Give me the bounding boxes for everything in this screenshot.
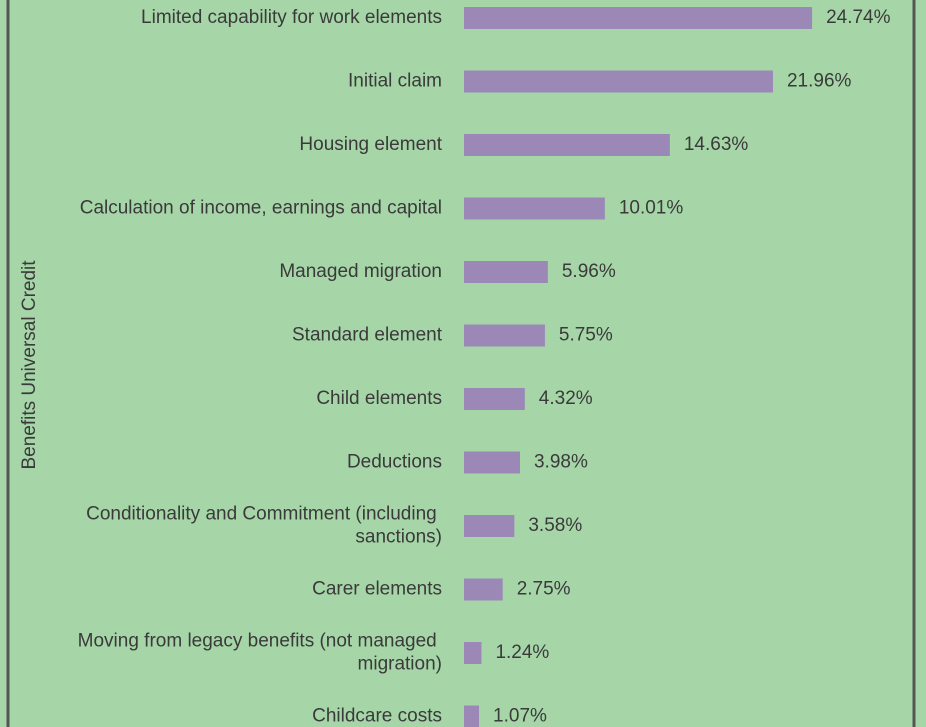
category-label: Carer elements <box>312 579 442 600</box>
bar <box>464 388 525 410</box>
bar <box>464 261 548 283</box>
value-label: 3.98% <box>534 452 588 473</box>
category-label: Deductions <box>347 452 442 473</box>
category-label: Conditionality and Commitment (including… <box>86 504 442 548</box>
value-label: 24.74% <box>826 7 891 28</box>
value-label: 5.75% <box>559 325 613 346</box>
value-label: 14.63% <box>684 134 749 155</box>
value-label: 5.96% <box>562 261 616 282</box>
category-label: Limited capability for work elements <box>141 7 442 28</box>
category-label: Childcare costs <box>312 706 442 727</box>
category-label: Moving from legacy benefits (not managed… <box>78 631 442 675</box>
bar <box>464 134 670 156</box>
value-label: 4.32% <box>539 388 593 409</box>
y-axis-label: Benefits Universal Credit <box>19 260 40 470</box>
category-label: Standard element <box>292 325 443 346</box>
bar <box>464 705 480 727</box>
bar <box>464 197 605 220</box>
category-label: Child elements <box>316 388 442 409</box>
bar <box>464 451 520 474</box>
category-label: Housing element <box>299 134 442 155</box>
bar <box>464 324 545 347</box>
category-label: Managed migration <box>279 261 442 282</box>
bar <box>464 70 773 93</box>
value-label: 10.01% <box>619 198 684 219</box>
value-label: 3.58% <box>528 515 582 536</box>
bar <box>464 515 515 537</box>
bar <box>464 7 813 29</box>
value-label: 1.24% <box>495 642 549 663</box>
bar <box>464 578 503 601</box>
value-label: 21.96% <box>787 71 852 92</box>
value-label: 1.07% <box>493 706 547 727</box>
category-label: Initial claim <box>348 71 442 92</box>
category-label: Calculation of income, earnings and capi… <box>80 198 442 219</box>
bar <box>464 642 482 664</box>
value-label: 2.75% <box>517 579 571 600</box>
